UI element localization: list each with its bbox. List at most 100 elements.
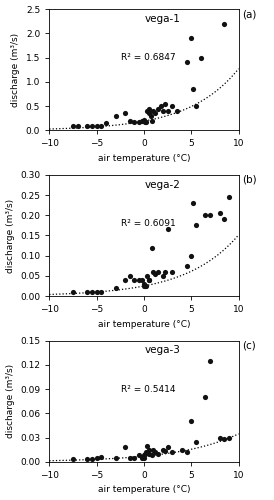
Point <box>159 102 163 110</box>
Point <box>194 222 198 230</box>
Text: (a): (a) <box>242 9 257 19</box>
Point <box>104 119 108 127</box>
Point <box>95 122 99 130</box>
Point <box>99 122 104 130</box>
Point <box>194 438 198 446</box>
Point <box>170 102 175 110</box>
Text: vega-3: vega-3 <box>145 346 181 356</box>
Point <box>161 107 165 115</box>
Point <box>142 116 146 124</box>
X-axis label: air temperature (°C): air temperature (°C) <box>98 154 190 163</box>
Point <box>123 110 127 118</box>
Point <box>71 456 75 464</box>
Point <box>147 276 151 284</box>
Point <box>162 268 167 276</box>
Y-axis label: discharge (m³/s): discharge (m³/s) <box>11 32 20 107</box>
Point <box>113 454 118 462</box>
Point <box>222 216 227 224</box>
Point <box>170 448 175 456</box>
Point <box>99 453 104 461</box>
Text: vega-1: vega-1 <box>145 14 181 24</box>
Point <box>127 116 132 124</box>
Point <box>137 118 141 126</box>
Point <box>199 54 203 62</box>
Point <box>189 252 193 260</box>
Text: (b): (b) <box>242 175 257 185</box>
Point <box>180 446 184 454</box>
Point <box>144 448 148 456</box>
Point <box>165 107 170 115</box>
Point <box>156 104 160 112</box>
Point <box>71 122 75 130</box>
Point <box>208 211 212 219</box>
Point <box>153 448 158 456</box>
Point <box>99 288 104 296</box>
Point <box>203 211 208 219</box>
Point <box>140 454 144 462</box>
Point <box>208 357 212 365</box>
Point <box>227 193 231 201</box>
Point <box>153 110 158 118</box>
Point <box>156 268 160 276</box>
Point <box>162 100 167 108</box>
Point <box>218 209 222 217</box>
Point <box>113 112 118 120</box>
Point <box>140 276 144 284</box>
Point <box>132 276 137 284</box>
Point <box>149 116 154 124</box>
Point <box>95 454 99 462</box>
Text: vega-2: vega-2 <box>145 180 181 190</box>
Point <box>151 268 156 276</box>
Point <box>189 34 193 42</box>
Point <box>132 454 137 462</box>
Point <box>147 446 151 454</box>
Point <box>156 450 160 458</box>
Point <box>175 107 179 115</box>
X-axis label: air temperature (°C): air temperature (°C) <box>98 486 190 494</box>
Point <box>144 282 148 290</box>
Point <box>123 276 127 284</box>
Point <box>227 434 231 442</box>
Point <box>149 452 154 460</box>
Point <box>149 244 154 252</box>
Point <box>145 107 149 115</box>
Point <box>151 107 156 115</box>
Point <box>218 434 222 442</box>
Point <box>203 393 208 401</box>
Point <box>137 276 141 284</box>
Point <box>184 58 189 66</box>
Point <box>144 118 148 126</box>
Point <box>85 122 89 130</box>
Point <box>147 110 151 118</box>
Point <box>127 272 132 280</box>
Text: (c): (c) <box>242 340 256 350</box>
X-axis label: air temperature (°C): air temperature (°C) <box>98 320 190 328</box>
Point <box>170 268 175 276</box>
Y-axis label: discharge (m³/s): discharge (m³/s) <box>5 364 15 438</box>
Text: R² = 0.6847: R² = 0.6847 <box>121 53 176 62</box>
Point <box>147 104 151 112</box>
Point <box>75 122 80 130</box>
Point <box>189 418 193 426</box>
Point <box>137 452 141 460</box>
Point <box>161 446 165 454</box>
Point <box>140 116 144 124</box>
Point <box>145 442 149 450</box>
Point <box>85 456 89 464</box>
Y-axis label: discharge (m³/s): discharge (m³/s) <box>5 198 15 272</box>
Point <box>194 102 198 110</box>
Point <box>149 112 153 120</box>
Point <box>191 85 195 93</box>
Point <box>184 262 189 270</box>
Text: R² = 0.6091: R² = 0.6091 <box>121 219 176 228</box>
Point <box>85 288 89 296</box>
Point <box>142 454 146 462</box>
Point <box>113 284 118 292</box>
Point <box>162 448 167 456</box>
Point <box>147 450 151 458</box>
Point <box>142 282 146 290</box>
Point <box>165 444 170 452</box>
Point <box>151 446 156 454</box>
Point <box>191 199 195 207</box>
Point <box>143 282 147 290</box>
